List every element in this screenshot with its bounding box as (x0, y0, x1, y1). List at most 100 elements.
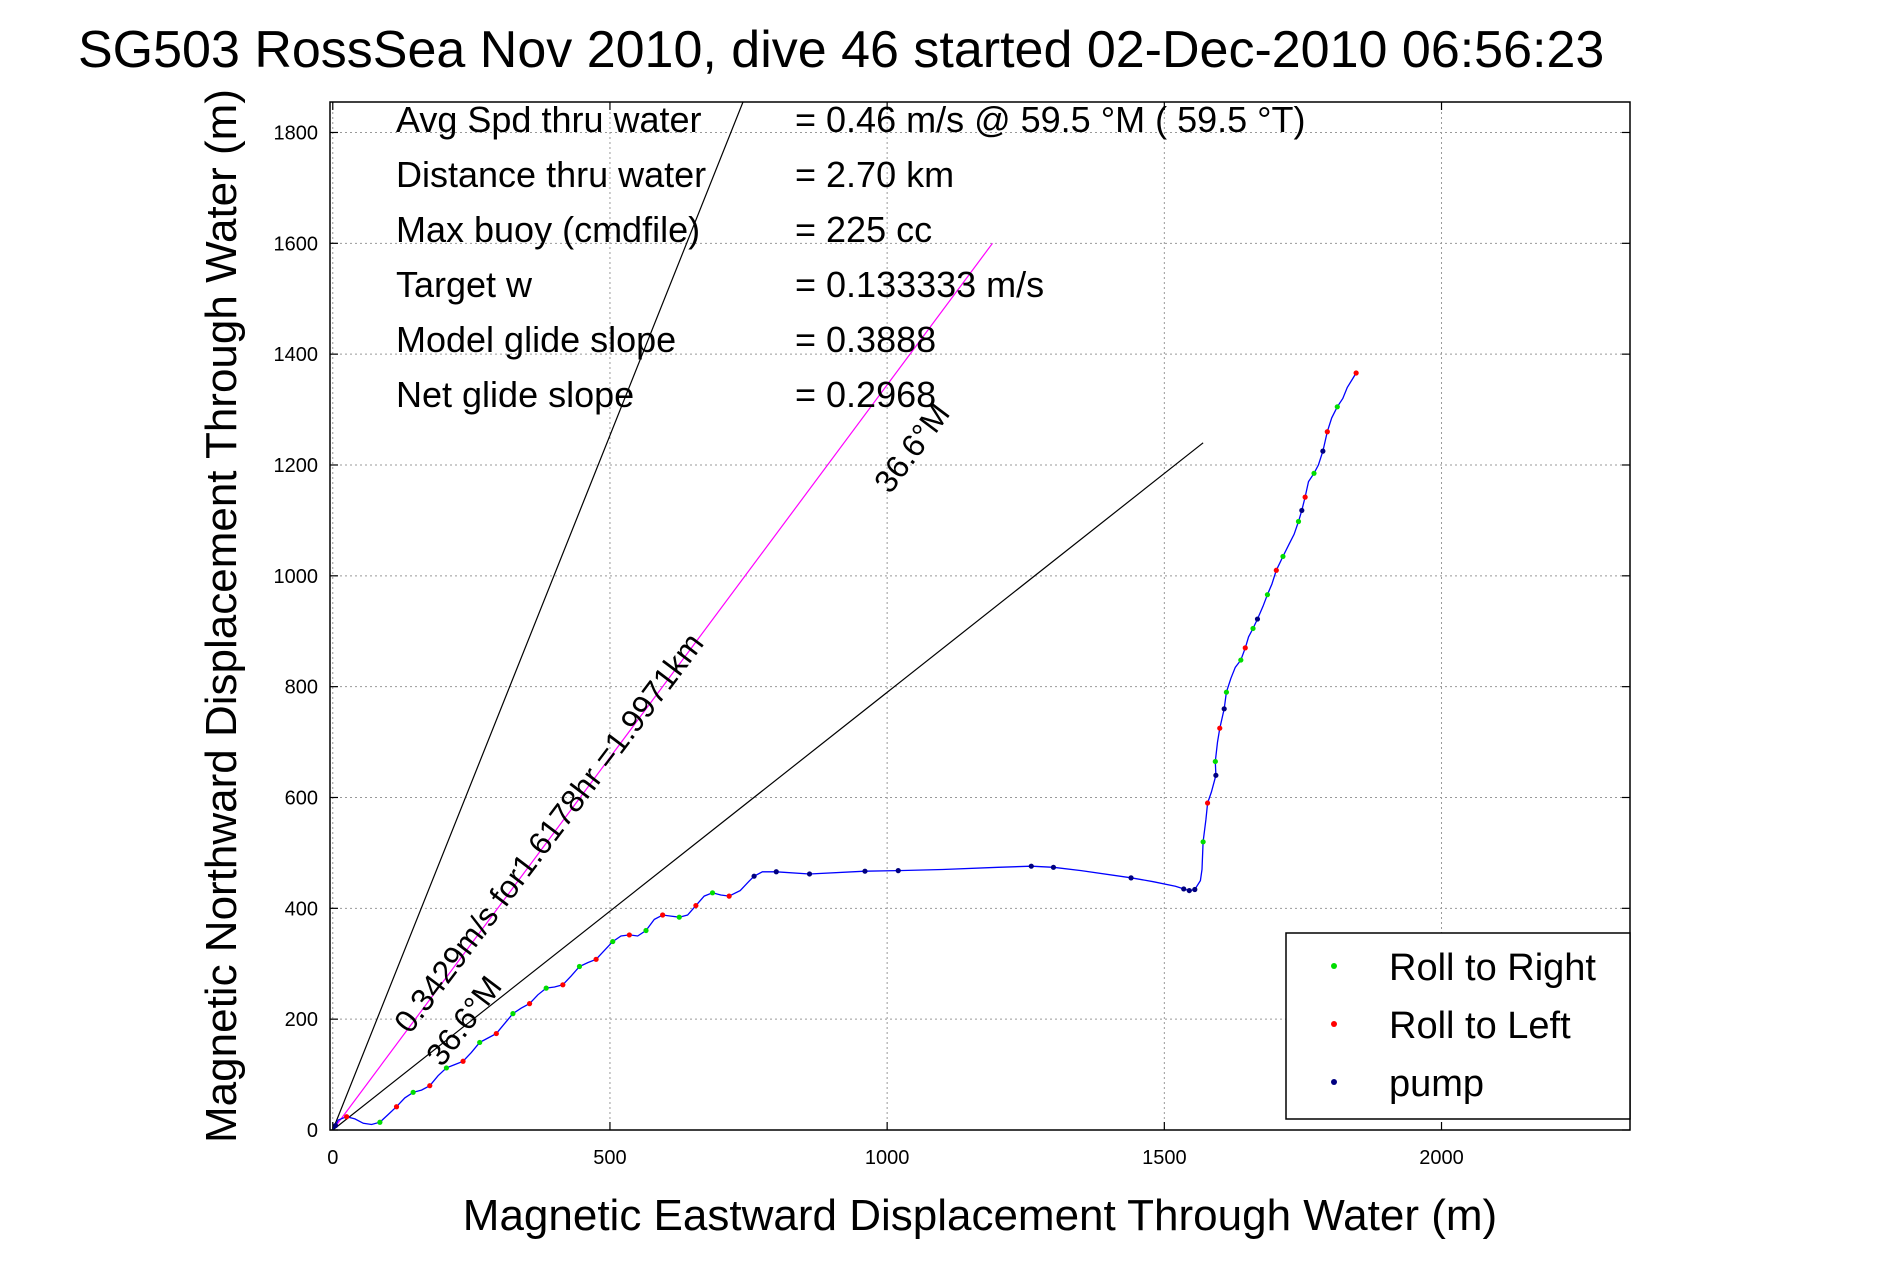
legend-label: Roll to Right (1389, 947, 1596, 989)
legend-box (1285, 932, 1631, 1120)
marker-roll-to-left (1353, 370, 1359, 376)
y-tick-label: 600 (285, 787, 318, 809)
target-line (332, 242, 993, 1131)
marker-pump (1181, 886, 1187, 892)
y-tick-label: 0 (307, 1120, 318, 1142)
marker-roll-to-left (1273, 567, 1279, 573)
marker-roll-to-left (1302, 494, 1308, 500)
y-tick-label: 400 (285, 898, 318, 920)
x-tick-label: 0 (327, 1147, 338, 1169)
marker-pump (1320, 448, 1326, 454)
left-bound (332, 101, 744, 1131)
stat-label: Distance thru water (396, 154, 706, 195)
y-tick-label: 1800 (274, 122, 319, 144)
legend-label: pump (1389, 1063, 1484, 1105)
marker-roll-to-left (660, 912, 666, 918)
marker-roll-to-right (543, 985, 549, 991)
marker-pump (1050, 864, 1057, 870)
x-tick-label: 1000 (865, 1147, 910, 1169)
marker-roll-to-right (643, 927, 649, 934)
marker-roll-to-right (1212, 758, 1218, 765)
stat-label: Max buoy (cmdfile) (396, 209, 700, 250)
marker-roll-to-right (1334, 404, 1340, 410)
marker-roll-to-right (410, 1089, 416, 1095)
stat-value: = 2.70 km (795, 154, 954, 195)
marker-pump (1254, 616, 1261, 622)
y-tick-label: 1600 (274, 233, 319, 255)
x-axis-ticks: 0 500 1000 1500 2000 (327, 102, 1464, 1169)
marker-pump (862, 868, 868, 874)
legend-swatch (1331, 963, 1337, 969)
x-axis-label: Magnetic Eastward Displacement Through W… (463, 1191, 1497, 1240)
plot-area: 0 500 1000 1500 2000 0 200 400 600 800 1000 1200 14… (274, 101, 1631, 1169)
marker-roll-to-right (610, 938, 616, 945)
marker-roll-to-right (1280, 553, 1286, 560)
marker-roll-to-left (460, 1058, 466, 1064)
y-axis-ticks: 0 200 400 600 800 1000 1200 1400 1600 1800 (274, 122, 1630, 1142)
plot-frame (329, 101, 1631, 1131)
marker-roll-to-left (726, 893, 732, 899)
stat-value: = 0.2968 (795, 374, 936, 415)
stat-label: Model glide slope (396, 319, 676, 360)
marker-pump (1213, 772, 1219, 778)
marker-roll-to-right (576, 963, 583, 970)
grid (330, 102, 1630, 1131)
marker-roll-to-left (393, 1104, 400, 1110)
marker-roll-to-right (676, 914, 682, 920)
marker-roll-to-right (477, 1039, 483, 1046)
marker-roll-to-left (1204, 800, 1211, 806)
marker-roll-to-left (1217, 725, 1223, 731)
marker-pump (773, 869, 779, 875)
marker-roll-to-right (709, 890, 716, 896)
y-tick-label: 800 (285, 677, 318, 699)
marker-roll-to-right (510, 1011, 516, 1017)
chart-title: SG503 RossSea Nov 2010, dive 46 started … (78, 21, 1604, 79)
marker-roll-to-right (443, 1065, 450, 1071)
marker-pump (1192, 886, 1198, 893)
stat-value: = 225 cc (795, 209, 932, 250)
reference-lines (332, 101, 1204, 1131)
marker-pump (806, 871, 813, 877)
marker-roll-to-right (1264, 592, 1271, 598)
marker-roll-to-left (593, 956, 599, 962)
legend-items: Roll to Right Roll to Left pump (1331, 947, 1596, 1105)
marker-pump (1299, 507, 1305, 514)
marker-roll-to-left (560, 982, 566, 988)
x-tick-label: 2000 (1419, 1147, 1464, 1169)
y-axis-label: Magnetic Northward Displacement Through … (197, 89, 246, 1143)
marker-pump (1028, 863, 1034, 869)
stat-value: = 0.133333 m/s (795, 264, 1044, 305)
track-markers (332, 370, 1359, 1129)
stat-value: = 0.3888 (795, 319, 936, 360)
marker-pump (751, 873, 757, 879)
x-tick-label: 1500 (1142, 1147, 1187, 1169)
marker-roll-to-left (693, 902, 699, 909)
stats-block: Avg Spd thru water = 0.46 m/s @ 59.5 °M (… (396, 99, 1306, 415)
stat-label: Net glide slope (396, 374, 634, 415)
marker-pump (895, 868, 901, 874)
right-bound (332, 442, 1204, 1131)
marker-pump (1128, 875, 1134, 881)
x-tick-label: 500 (593, 1147, 626, 1169)
marker-roll-to-left (493, 1030, 499, 1037)
marker-roll-to-right (377, 1119, 383, 1125)
marker-roll-to-left (626, 932, 632, 938)
marker-pump (1221, 706, 1227, 712)
y-tick-label: 1000 (274, 566, 319, 588)
marker-roll-to-left (1242, 645, 1248, 651)
y-tick-label: 200 (285, 1009, 318, 1031)
marker-pump (332, 1122, 339, 1129)
marker-roll-to-right (1223, 689, 1230, 695)
legend-swatch (1331, 1079, 1337, 1085)
stat-label: Target w (396, 264, 533, 305)
stat-label: Avg Spd thru water (396, 99, 702, 140)
marker-roll-to-right (1238, 657, 1244, 663)
y-tick-label: 1200 (274, 455, 319, 477)
marker-roll-to-left (344, 1114, 350, 1120)
legend-swatch (1331, 1021, 1337, 1027)
marker-roll-to-left (427, 1083, 433, 1089)
marker-roll-to-right (1250, 625, 1256, 632)
marker-roll-to-right (1311, 470, 1317, 476)
legend-label: Roll to Left (1389, 1005, 1571, 1047)
